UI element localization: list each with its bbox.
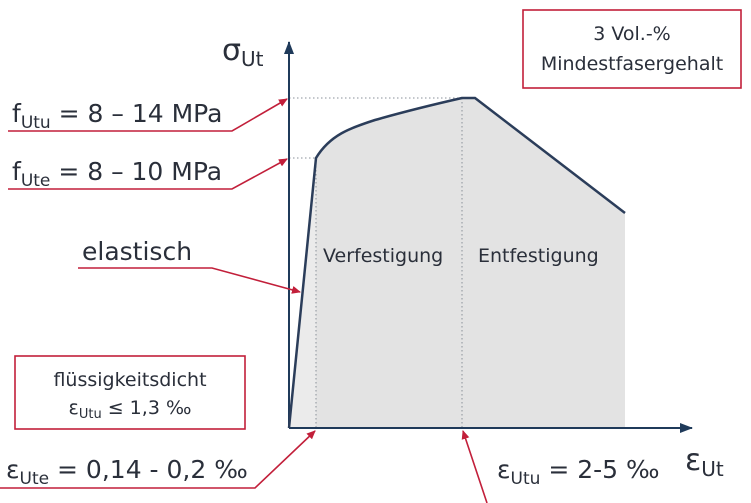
pointer [8,158,288,190]
pointer [78,267,301,294]
text-part: ≤ 1,3 ‰ [102,397,192,419]
box [14,355,246,430]
text-part: σ [222,33,241,68]
area-dark [316,98,625,428]
text-part: Ut [241,47,264,71]
text-part: ε [6,455,20,484]
label: elastisch [82,237,192,266]
text-part: Utu [511,469,541,489]
text-part: f [12,99,22,128]
text-part: ε [69,397,79,419]
label: fUte = 8 – 10 MPa [12,157,222,191]
curve [287,96,626,429]
text-part: = 0,14 - 0,2 ‰ [49,455,248,484]
text-part: Ute [21,171,51,191]
box-text: flüssigkeitsdicht [53,369,206,391]
pointer [8,98,288,132]
text-part: = 8 – 10 MPa [50,157,222,186]
pointer [0,430,316,489]
text-part: Ut [701,457,724,481]
text-part: = 2-5 ‰ [540,455,659,484]
text-part: ε [685,443,701,478]
box-text: Mindestfasergehalt [541,53,723,75]
box-text: 3 Vol.-% [593,23,671,45]
text-part: Ute [20,469,50,489]
guide [289,97,463,428]
box-text: εUtu ≤ 1,3 ‰ [69,397,192,422]
label: εUtu = 2-5 ‰ [497,455,660,489]
box [522,9,742,89]
region-label: Entfestigung [478,245,599,267]
label: εUte = 0,14 - 0,2 ‰ [6,455,248,489]
label: fUtu = 8 – 14 MPa [12,99,222,133]
pointer [461,430,488,503]
text-part: ε [497,455,511,484]
x-axis-label: εUt [685,443,724,481]
region-label: Verfestigung [323,245,443,267]
y-axis-label: σUt [222,33,264,71]
text-part: f [12,157,22,186]
text-part: Utu [79,407,102,422]
text-part: = 8 – 14 MPa [51,99,223,128]
text-part: Utu [21,113,51,133]
